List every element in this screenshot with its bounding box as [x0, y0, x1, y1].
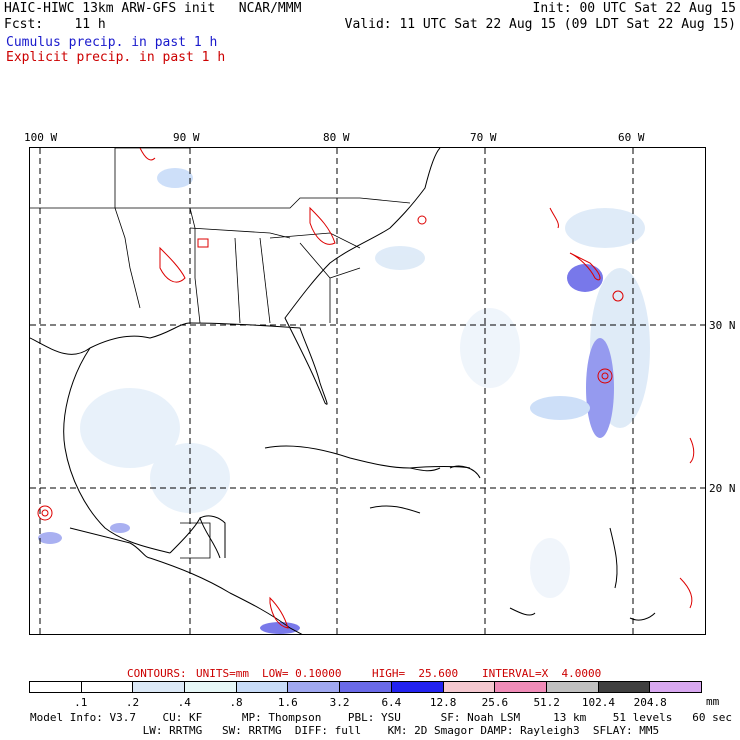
colorbar-tick-label: .2: [125, 696, 140, 709]
map-panel: [29, 147, 706, 635]
colorbar-swatch: [185, 682, 237, 692]
contour-interval: INTERVAL=X 4.0000: [482, 667, 602, 680]
contour-units: UNITS=mm: [196, 667, 249, 680]
model-title: HAIC-HIWC 13km ARW-GFS init NCAR/MMM: [4, 1, 302, 16]
colorbar-swatch: [495, 682, 547, 692]
colorbar-swatch: [236, 682, 289, 692]
legend-cumulus: Cumulus precip. in past 1 h: [6, 35, 218, 50]
colorbar-swatch: [81, 682, 134, 692]
colorbar-tick-label: .4: [177, 696, 191, 709]
contour-high: HIGH= 25.600: [372, 667, 459, 680]
lon-label-90w: 90 W: [173, 131, 200, 144]
colorbar-tick-label: .1: [74, 696, 88, 709]
colorbar-tick-label: 3.2: [329, 696, 350, 709]
contour-low: LOW= 0.10000: [262, 667, 342, 680]
contour-label: CONTOURS:: [127, 667, 187, 680]
colorbar-swatch: [443, 682, 496, 692]
colorbar-swatch: [598, 682, 651, 692]
colorbar-tick-label: .8: [229, 696, 243, 709]
colorbar-swatch: [30, 682, 82, 692]
color-bar: [29, 681, 702, 693]
colorbar-swatch: [650, 682, 701, 692]
cumulus-precip: [38, 168, 650, 634]
init-time: Init: 00 UTC Sat 22 Aug 15: [532, 1, 737, 16]
model-info-line1: Model Info: V3.7 CU: KF MP: Thompson PBL…: [30, 711, 732, 724]
lat-label-20n: 20 N: [709, 482, 736, 495]
lon-label-80w: 80 W: [323, 131, 350, 144]
colorbar-tick-label: 12.8: [429, 696, 457, 709]
lon-label-100w: 100 W: [24, 131, 58, 144]
state-boundaries: [30, 148, 411, 559]
colorbar-tick-label: 1.6: [277, 696, 298, 709]
colorbar-swatch: [546, 682, 599, 692]
colorbar-tick-label: 204.8: [633, 696, 667, 709]
colorbar-tick-label: 102.4: [581, 696, 616, 709]
colorbar-tick-label: 51.2: [533, 696, 560, 709]
colorbar-unit: mm: [706, 695, 720, 708]
model-info-line2: LW: RRTMG SW: RRTMG DIFF: full KM: 2D Sm…: [30, 724, 660, 737]
legend-explicit: Explicit precip. in past 1 h: [6, 50, 226, 65]
lon-label-70w: 70 W: [470, 131, 497, 144]
colorbar-swatch: [340, 682, 392, 692]
colorbar-swatch: [133, 682, 186, 692]
valid-time: Valid: 11 UTC Sat 22 Aug 15 (09 LDT Sat …: [344, 17, 736, 32]
coastlines: [30, 148, 656, 634]
colorbar-tick-label: 25.6: [481, 696, 509, 709]
colorbar-swatch: [391, 682, 444, 692]
precip-map: [30, 148, 705, 634]
lon-label-60w: 60 W: [618, 131, 645, 144]
latlon-grid: [30, 148, 705, 634]
forecast-hour: Fcst: 11 h: [4, 17, 106, 32]
lat-label-30n: 30 N: [709, 319, 736, 332]
colorbar-swatch: [288, 682, 341, 692]
explicit-precip-contours: [37, 148, 695, 629]
colorbar-tick-label: 6.4: [381, 696, 402, 709]
